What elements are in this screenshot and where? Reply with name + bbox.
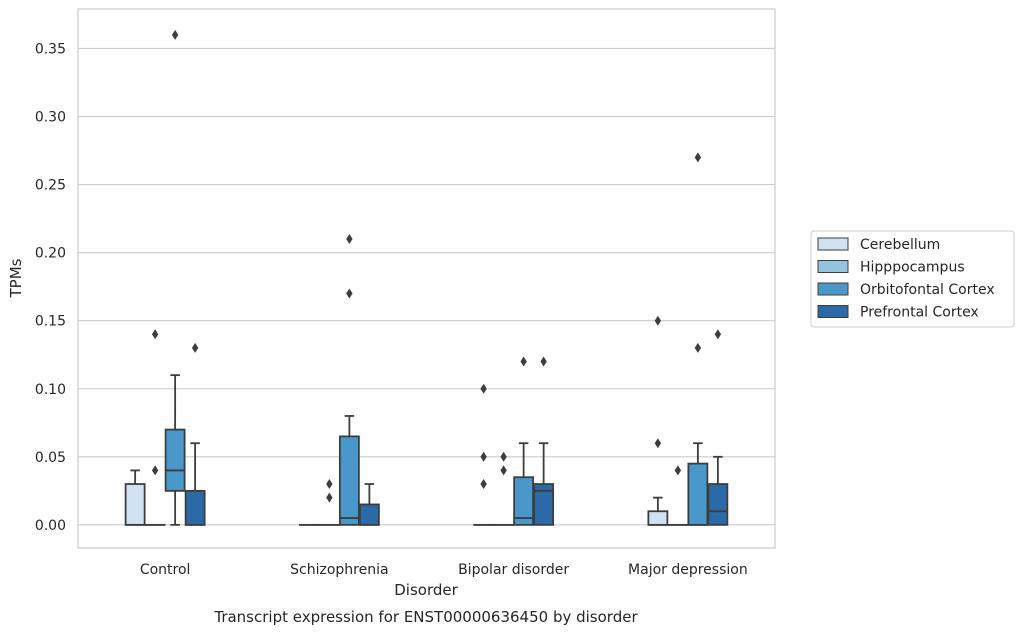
box-group (184, 342, 206, 526)
y-tick-label: 0.20 (35, 246, 66, 262)
box-group (144, 329, 166, 526)
outlier-point (191, 342, 199, 353)
box (707, 483, 729, 526)
legend-swatch (817, 305, 849, 318)
outlier-point (694, 342, 702, 353)
box-group (358, 483, 380, 526)
outlier-point (346, 288, 353, 299)
y-tick-label: 0.35 (35, 41, 66, 57)
box (687, 462, 709, 526)
figure-caption: Transcript expression for ENST0000063645… (213, 608, 638, 626)
box-group (647, 315, 669, 526)
outlier-point (654, 438, 662, 449)
outlier-point (151, 465, 159, 476)
y-tick-label: 0.15 (35, 314, 66, 330)
outlier-point (326, 492, 333, 503)
box-group (513, 356, 535, 526)
x-tick-labels: Control Schizophrenia Bipolar disorder Majo… (140, 562, 748, 578)
legend-label: Cerebellum (860, 237, 940, 253)
x-tick-label: Major depression (628, 562, 748, 578)
outlier-point (674, 465, 682, 476)
x-tick-label: Schizophrenia (290, 562, 388, 578)
x-tick-label: Bipolar disorder (458, 562, 569, 578)
box-group (473, 383, 495, 526)
box-group (164, 29, 186, 526)
outlier-point (500, 451, 507, 462)
legend-label: Orbitofontal Cortex (860, 282, 995, 298)
outlier-point (480, 451, 487, 462)
legend-label: Prefrontal Cortex (860, 305, 979, 321)
legend-label: Hipppocampus (860, 260, 965, 276)
box-group (707, 329, 729, 526)
outlier-point (480, 479, 487, 490)
box (184, 489, 206, 526)
outlier-point (520, 356, 527, 367)
box-group (493, 451, 515, 526)
y-tick-label: 0.05 (35, 450, 66, 466)
legend-swatch (817, 260, 849, 273)
box (513, 476, 535, 526)
y-axis-label: TPMs (7, 258, 25, 298)
box-group (533, 356, 555, 526)
box-group (318, 479, 340, 526)
box (647, 510, 669, 526)
legend: Cerebellum Hipppocampus Orbitofontal Corte… (810, 230, 1015, 328)
boxes (124, 29, 729, 526)
outlier-point (326, 479, 333, 490)
outlier-point (540, 356, 547, 367)
box (358, 503, 380, 526)
box (164, 428, 186, 492)
box-group (124, 469, 146, 526)
outlier-point (346, 234, 353, 245)
box-group (687, 152, 709, 526)
plot-frame (77, 8, 776, 549)
legend-swatch (817, 237, 849, 251)
outlier-point (151, 329, 159, 340)
outlier-point (654, 315, 662, 326)
outlier-point (694, 152, 702, 163)
y-tick-label: 0.25 (35, 178, 66, 194)
x-axis-label: Disorder (394, 581, 458, 599)
box-group (338, 234, 360, 526)
y-tick-label: 0.10 (35, 382, 66, 398)
outlier-point (714, 329, 722, 340)
y-tick-label: 0.00 (35, 518, 66, 534)
grid-lines (78, 47, 775, 526)
outlier-point (480, 383, 487, 394)
outlier-point (500, 465, 507, 476)
x-tick-label: Control (140, 562, 191, 578)
box (533, 483, 555, 526)
box-group (667, 465, 689, 526)
box (124, 483, 146, 526)
outlier-point (171, 29, 179, 40)
legend-swatch (817, 282, 849, 296)
y-tick-labels: 0.00 0.05 0.10 0.15 0.20 0.25 0.30 0.35 (35, 41, 66, 533)
y-tick-label: 0.30 (35, 110, 66, 126)
box (338, 435, 360, 526)
legend-frame (810, 230, 1015, 328)
